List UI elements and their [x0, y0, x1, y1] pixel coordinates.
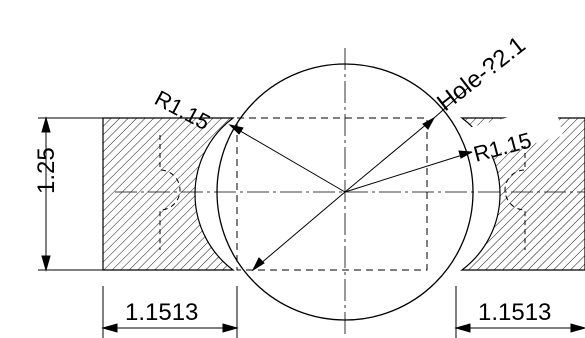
radius-leaders: [228, 87, 474, 272]
left-block: [102, 117, 235, 271]
left-hidden-profile: [159, 135, 181, 250]
right-block: [460, 117, 585, 271]
right-hidden-profile: [504, 135, 526, 250]
width-dimension-left-label: 1.1513: [125, 299, 198, 326]
width-dimension-right-label: 1.1513: [478, 299, 551, 326]
hole-label-group: Hole-?2.1: [420, 0, 544, 117]
height-dimension: [38, 116, 103, 272]
left-block-hatch: [102, 117, 235, 271]
height-dimension-label: 1.25: [33, 147, 60, 194]
hidden-rectangle: [236, 117, 428, 271]
width-dimension-left: [101, 286, 239, 338]
width-dimension-right: [454, 286, 585, 338]
